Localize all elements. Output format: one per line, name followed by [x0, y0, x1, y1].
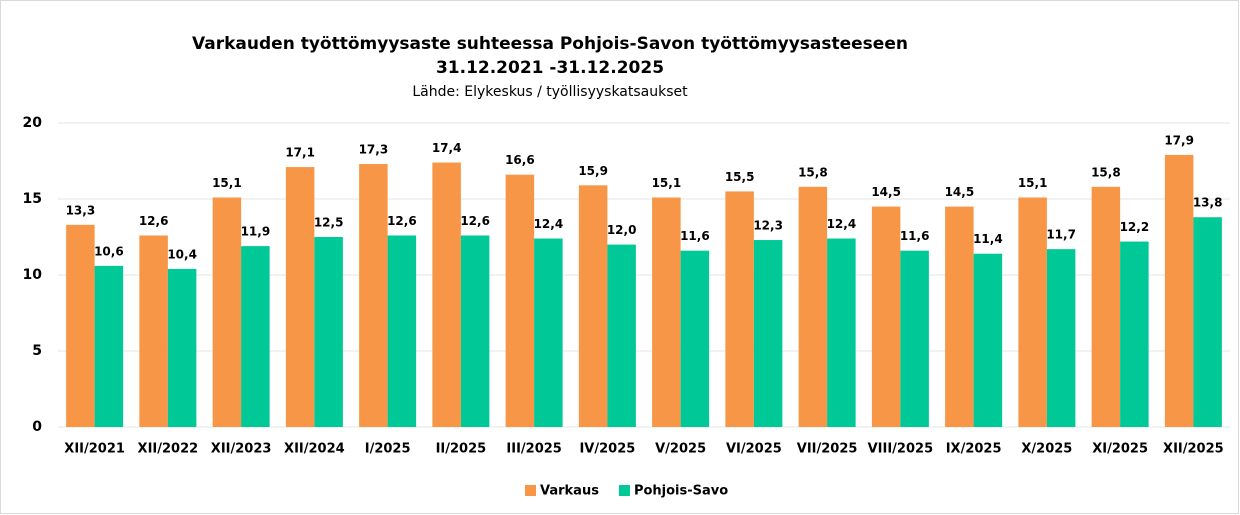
- x-tick-label: X/2025: [1021, 442, 1072, 457]
- data-label: 17,9: [1164, 133, 1194, 147]
- y-tick-label: 10: [23, 267, 43, 283]
- bar: [725, 191, 754, 427]
- data-label: 14,5: [871, 185, 901, 199]
- bar: [1193, 217, 1222, 427]
- legend-swatch: [525, 485, 536, 496]
- x-tick-label: IX/2025: [946, 442, 1002, 457]
- data-label: 17,4: [432, 141, 462, 155]
- bar: [827, 238, 856, 427]
- x-tick-label: VIII/2025: [868, 442, 934, 457]
- x-tick-label: XII/2024: [284, 442, 345, 457]
- legend-swatch: [618, 485, 630, 496]
- data-label: 12,3: [753, 219, 783, 233]
- bar: [607, 244, 636, 427]
- bar: [505, 174, 535, 427]
- data-label: 15,8: [798, 165, 828, 179]
- bar: [798, 186, 828, 427]
- data-label: 12,4: [827, 217, 857, 231]
- bar: [139, 235, 168, 427]
- data-label: 15,5: [725, 170, 755, 184]
- data-label: 11,6: [900, 229, 930, 243]
- bar: [285, 167, 315, 427]
- bar: [1164, 154, 1194, 428]
- y-tick-label: 0: [32, 419, 42, 435]
- bar: [66, 224, 95, 427]
- bar: [387, 235, 417, 427]
- data-label: 12,2: [1120, 220, 1150, 234]
- data-label: 16,6: [505, 153, 535, 167]
- bar: [534, 238, 563, 427]
- data-label: 10,4: [167, 247, 197, 261]
- bar: [1120, 241, 1149, 427]
- x-tick-label: II/2025: [436, 442, 487, 457]
- bar: [241, 246, 270, 427]
- data-label: 12,5: [314, 216, 344, 230]
- data-label: 17,1: [285, 146, 315, 160]
- x-tick-label: III/2025: [506, 442, 561, 457]
- data-label: 10,6: [94, 244, 124, 258]
- data-label: 15,1: [212, 176, 242, 190]
- bar: [578, 185, 608, 427]
- x-tick-label: XII/2022: [138, 442, 199, 457]
- data-label: 15,1: [652, 176, 682, 190]
- data-label: 15,8: [1091, 165, 1121, 179]
- data-label: 17,3: [359, 143, 389, 157]
- bar: [945, 206, 974, 427]
- data-label: 12,0: [607, 223, 637, 237]
- x-tick-label: VII/2025: [797, 442, 858, 457]
- bar: [1091, 186, 1121, 427]
- data-label: 15,9: [578, 164, 608, 178]
- data-label: 11,4: [973, 232, 1003, 246]
- data-label: 11,6: [680, 229, 710, 243]
- data-label: 12,4: [534, 217, 564, 231]
- bar: [167, 268, 197, 427]
- data-label: 12,6: [139, 214, 169, 228]
- legend-label: Pohjois-Savo: [634, 484, 728, 499]
- data-label: 12,6: [460, 214, 490, 228]
- x-tick-label: I/2025: [365, 442, 411, 457]
- chart-title: Varkauden työttömyysaste suhteessa Pohjo…: [192, 34, 908, 54]
- data-label: 11,9: [241, 225, 271, 239]
- x-tick-label: VI/2025: [726, 442, 782, 457]
- bar: [900, 250, 929, 427]
- bar: [359, 164, 388, 428]
- bar: [753, 240, 783, 427]
- x-tick-label: XII/2021: [64, 442, 125, 457]
- bar: [212, 197, 242, 427]
- bar: [460, 235, 490, 427]
- y-tick-label: 15: [23, 191, 42, 207]
- x-tick-label: V/2025: [655, 442, 706, 457]
- y-tick-label: 5: [32, 343, 42, 359]
- bar: [1018, 197, 1047, 427]
- chart-title: 31.12.2021 -31.12.2025: [436, 58, 664, 78]
- data-label: 13,3: [66, 203, 96, 217]
- data-label: 13,8: [1193, 196, 1223, 210]
- bar: [973, 253, 1003, 427]
- legend-label: Varkaus: [540, 484, 599, 499]
- data-label: 15,1: [1018, 176, 1048, 190]
- y-tick-label: 20: [23, 115, 43, 131]
- bar: [314, 237, 343, 427]
- bar: [652, 197, 681, 427]
- bar: [432, 162, 461, 427]
- bar: [871, 206, 901, 427]
- x-tick-label: XII/2025: [1163, 442, 1224, 457]
- x-tick-label: IV/2025: [579, 442, 635, 457]
- data-label: 11,7: [1046, 228, 1076, 242]
- chart-subtitle: Lähde: Elykeskus / työllisyyskatsaukset: [412, 84, 688, 100]
- x-tick-label: XI/2025: [1092, 442, 1148, 457]
- bar: [94, 265, 124, 427]
- data-label: 14,5: [945, 185, 975, 199]
- x-tick-label: XII/2023: [211, 442, 272, 457]
- data-label: 12,6: [387, 214, 417, 228]
- bar: [1046, 249, 1076, 427]
- bar: [680, 250, 710, 427]
